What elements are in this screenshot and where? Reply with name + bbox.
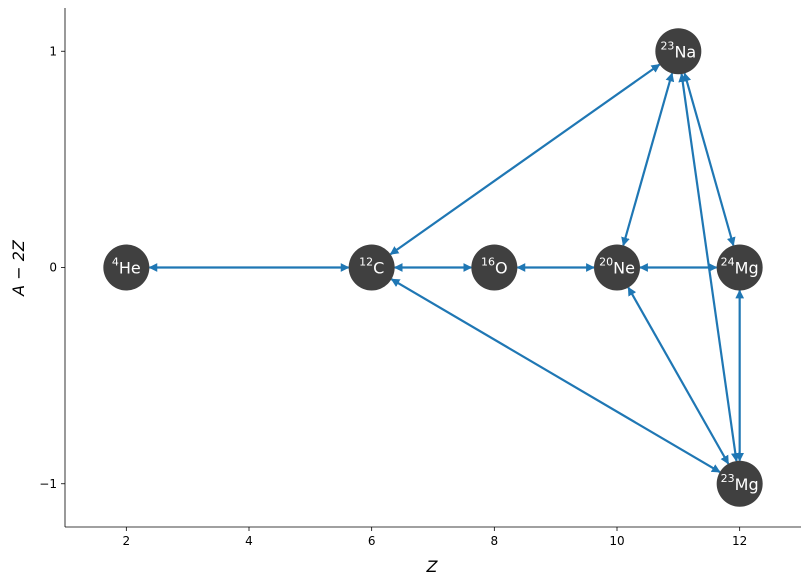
y-tick-label: 0 [49,261,57,275]
x-tick-label: 10 [609,534,624,548]
node-mass: 24 [721,255,735,268]
node-element: Mg [735,474,759,493]
node-label: 16O [481,255,508,277]
node [716,460,763,507]
node-element: Mg [735,258,759,277]
node [103,244,150,291]
x-tick-label: 12 [732,534,747,548]
x-axis-label: Z [426,557,439,576]
node-element: Na [674,42,696,61]
node [471,244,518,291]
node [655,28,702,75]
y-tick-label: 1 [49,44,57,58]
node-element: He [119,258,141,277]
node-element: O [495,258,508,277]
node-mass: 23 [660,39,674,52]
edge [682,72,736,247]
node-label: 12C [359,255,384,277]
node-label: 23Na [660,39,696,61]
node [594,244,640,291]
node-label: 24Mg [721,255,759,277]
node-mass: 16 [481,255,495,268]
node-mass: 12 [359,255,373,268]
edge [621,72,675,247]
edge [389,63,661,256]
node-mass: 20 [599,255,613,268]
x-tick-label: 4 [245,534,253,548]
node-mass: 4 [112,255,119,268]
node-element: Ne [613,258,635,277]
node [716,244,763,291]
node-label: 23Mg [721,471,759,493]
node-mass: 23 [721,471,735,484]
node-label: 20Ne [599,255,635,277]
node [348,244,395,291]
x-tick-label: 2 [123,534,131,548]
y-axis-label: A − 2Z [9,239,28,297]
x-tick-label: 8 [491,534,499,548]
node-element: C [373,258,384,277]
x-tick-label: 6 [368,534,376,548]
edge [627,286,730,465]
edge [390,278,721,474]
node-label: 4He [112,255,141,277]
y-tick-label: −1 [39,477,57,491]
